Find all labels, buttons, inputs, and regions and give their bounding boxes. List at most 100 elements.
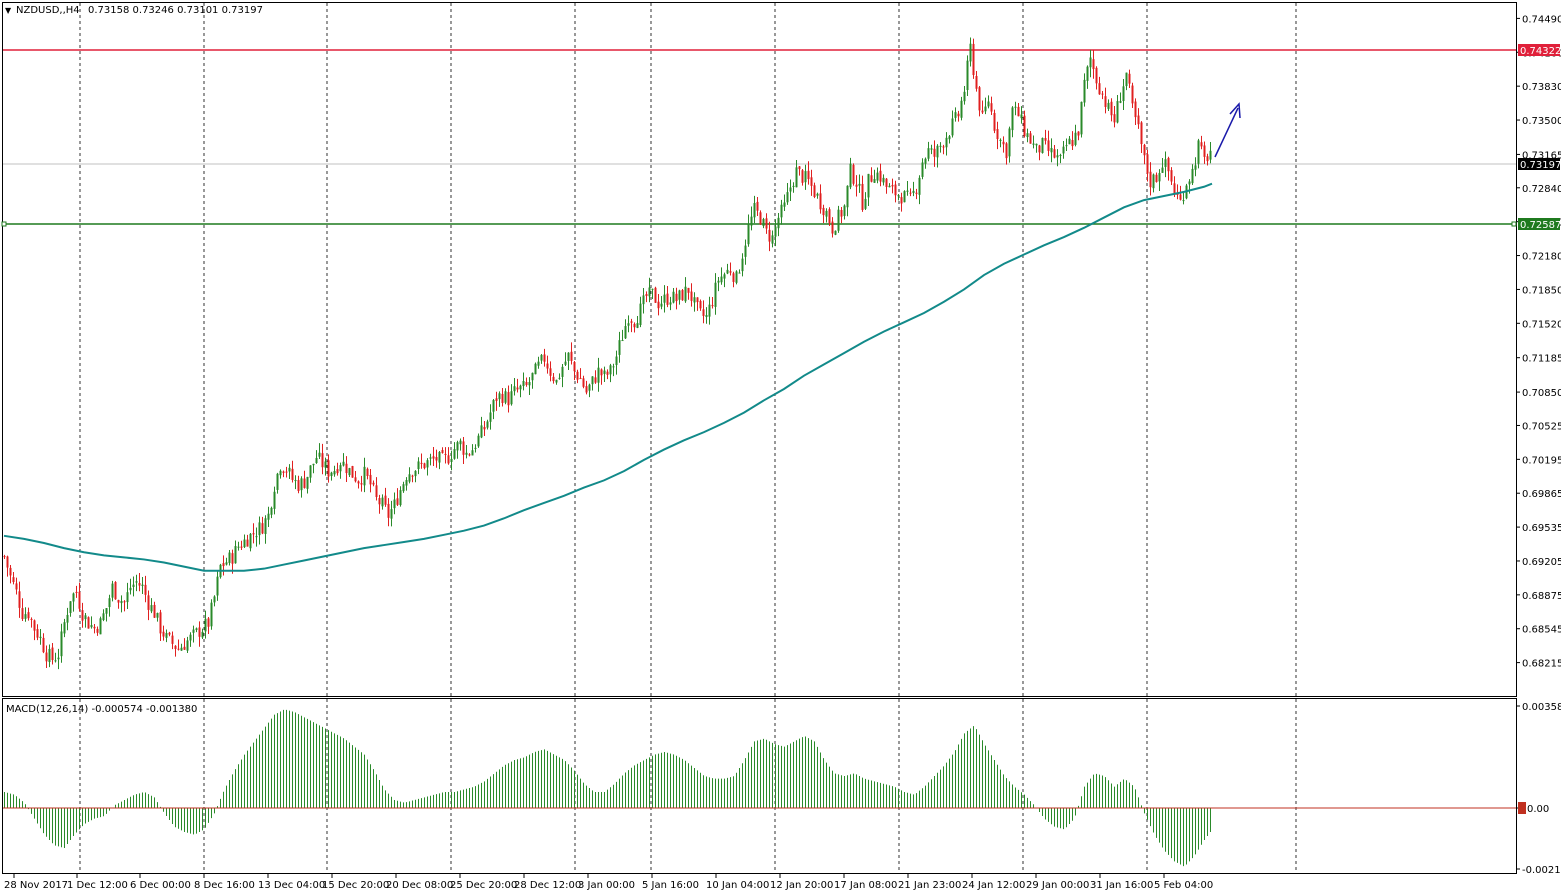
bull-candle [612, 363, 615, 377]
bull-candle [276, 472, 279, 494]
bear-candle [819, 184, 822, 214]
bear-candle [423, 462, 426, 470]
bull-candle [618, 331, 621, 363]
bull-candle [1194, 157, 1197, 177]
price-tick-label: 0.69865 [1522, 489, 1561, 500]
bear-candle [435, 449, 438, 468]
bull-candle [393, 492, 396, 515]
bear-candle [861, 175, 864, 212]
bear-candle [765, 213, 768, 234]
bear-candle [732, 271, 735, 288]
bull-candle [1164, 151, 1167, 178]
bull-candle [864, 192, 867, 210]
macd-histogram [4, 709, 1211, 867]
bull-candle [1062, 141, 1065, 159]
bull-candle [105, 607, 108, 622]
bear-candle [582, 375, 585, 389]
current-price-tag: 0.73197 [1518, 158, 1561, 171]
bull-candle [912, 181, 915, 197]
bull-candle [867, 173, 870, 206]
bull-candle [519, 384, 522, 398]
bull-candle [453, 442, 456, 460]
bear-candle [942, 144, 945, 155]
bull-candle [564, 352, 567, 367]
bull-candle [927, 141, 930, 162]
bear-candle [630, 318, 633, 333]
bull-candle [330, 471, 333, 481]
bull-candle [312, 463, 315, 474]
bull-candle [816, 192, 819, 199]
bear-candle [411, 474, 414, 483]
up-arrow-annotation[interactable] [1214, 102, 1241, 158]
bear-candle [711, 296, 714, 309]
macd-zero-tag [1518, 802, 1526, 814]
bull-candle [1086, 65, 1089, 89]
price-tick-label: 0.73165 [1522, 150, 1561, 161]
bear-candle [501, 387, 504, 407]
bull-candle [537, 356, 540, 369]
bull-candle [465, 444, 468, 459]
bear-candle [147, 590, 150, 621]
bear-candle [375, 477, 378, 501]
bull-candle [84, 612, 87, 628]
bull-candle [558, 373, 561, 380]
bull-candle [213, 595, 216, 607]
bear-candle [432, 447, 435, 467]
bear-candle [885, 178, 888, 194]
time-tick-label: 6 Dec 00:00 [130, 880, 191, 891]
price-tick-label: 0.72180 [1522, 252, 1561, 263]
price-tick-label: 0.71520 [1522, 319, 1561, 330]
bull-candle [882, 174, 885, 186]
bull-candle [774, 219, 777, 247]
bull-candle [540, 353, 543, 364]
bear-candle [702, 300, 705, 324]
bear-candle [1038, 144, 1041, 161]
bull-candle [402, 481, 405, 493]
bull-candle [60, 623, 63, 663]
price-tick-label: 0.69535 [1522, 523, 1561, 534]
bear-candle [1095, 66, 1098, 90]
bull-candle [588, 383, 591, 398]
bull-candle [762, 217, 765, 229]
bear-candle [138, 573, 141, 592]
support-line-handle-left[interactable] [1, 221, 7, 227]
time-tick-label: 8 Dec 16:00 [194, 880, 255, 891]
time-tick-label: 5 Jan 16:00 [642, 880, 699, 891]
bull-candle [669, 296, 672, 311]
bear-candle [690, 283, 693, 307]
bear-candle [768, 221, 771, 252]
time-tick-label: 10 Jan 04:00 [706, 880, 769, 891]
chart-dropdown-icon[interactable]: ▼ [5, 6, 12, 15]
bear-candle [507, 385, 510, 413]
bull-candle [660, 296, 663, 310]
bull-candle [333, 465, 336, 477]
bear-candle [198, 621, 201, 647]
price-tick-label: 0.68545 [1522, 625, 1561, 636]
bear-candle [378, 494, 381, 514]
bull-candle [1125, 72, 1128, 91]
bull-candle [783, 194, 786, 211]
bull-candle [255, 527, 258, 547]
bear-candle [759, 210, 762, 226]
bear-candle [1110, 98, 1113, 122]
bull-candle [903, 190, 906, 203]
bear-candle [1131, 82, 1134, 108]
bull-candle [1152, 173, 1155, 193]
support-line-handle-right[interactable] [1511, 221, 1517, 227]
bull-candle [504, 388, 507, 405]
bull-candle [1161, 157, 1164, 173]
bull-candle [1050, 138, 1053, 163]
bear-candle [1101, 90, 1104, 100]
bear-candle [606, 369, 609, 380]
bear-candle [360, 475, 363, 492]
bull-candle [309, 465, 312, 483]
bull-candle [954, 107, 957, 122]
bull-candle [279, 469, 282, 479]
bear-candle [1206, 153, 1209, 166]
bull-candle [876, 167, 879, 184]
symbol-title: NZDUSD,,H4 [16, 5, 80, 16]
bull-candle [141, 576, 144, 595]
bear-candle [1098, 76, 1101, 95]
bull-candle [243, 534, 246, 549]
bull-candle [249, 532, 252, 552]
